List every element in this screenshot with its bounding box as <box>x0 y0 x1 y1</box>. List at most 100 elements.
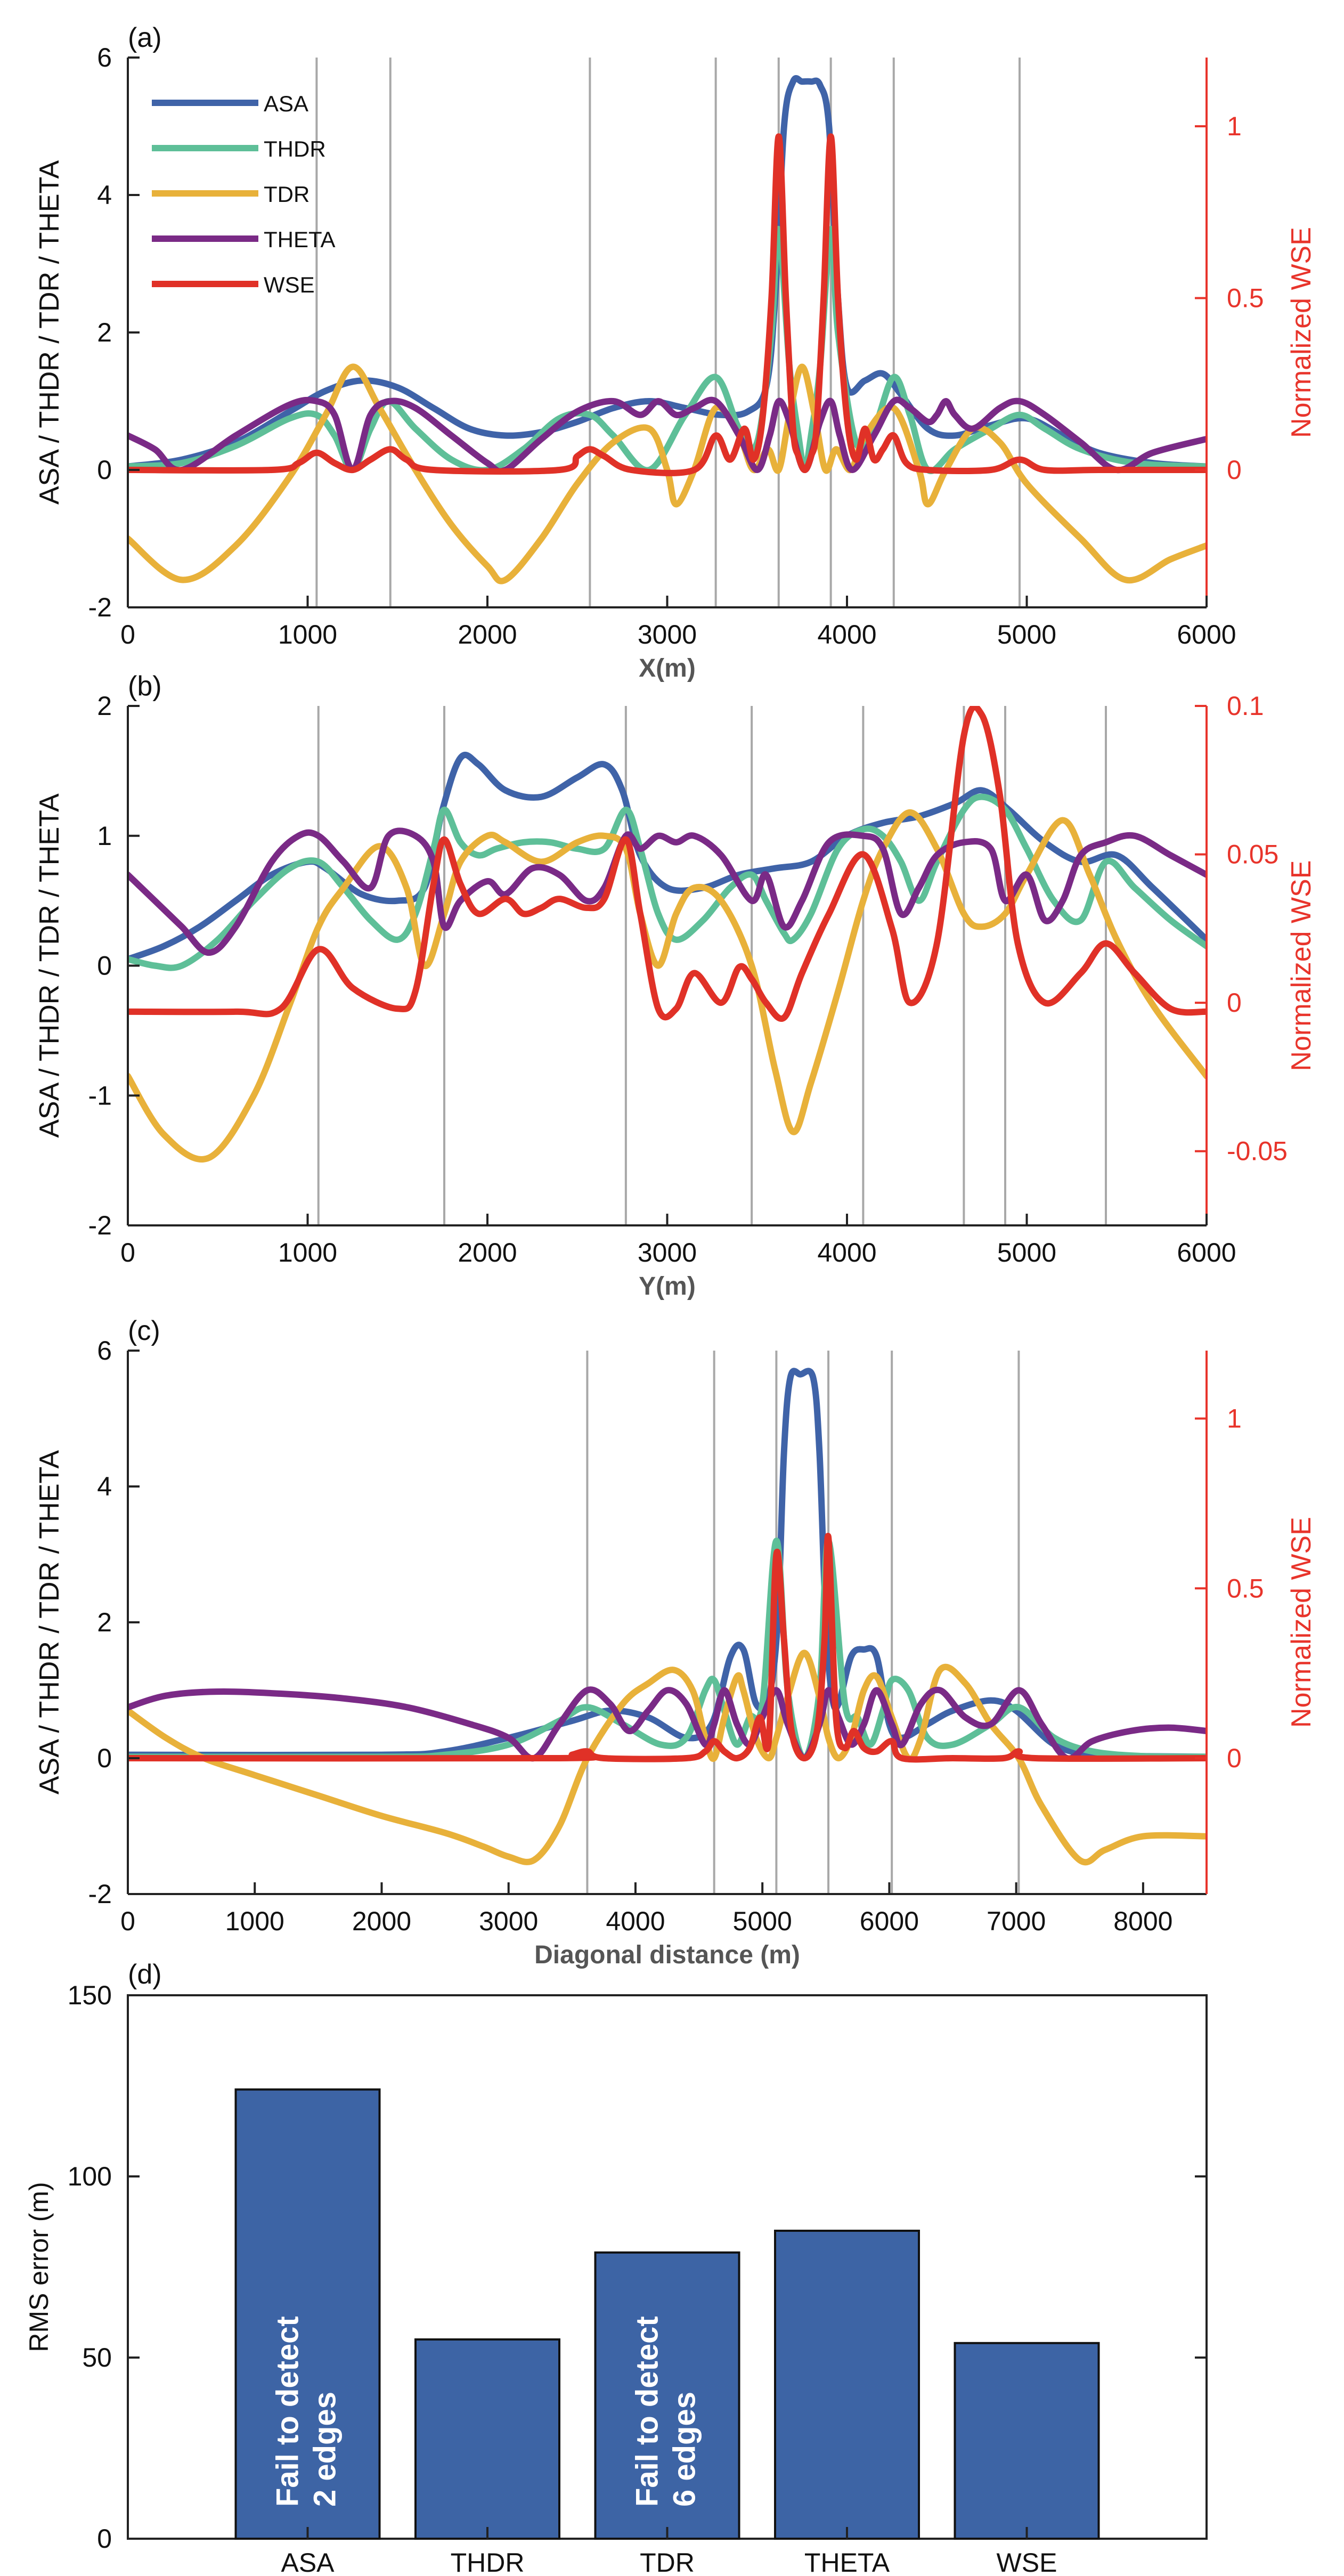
series-line-wse <box>128 706 1207 1022</box>
y-tick-label: 100 <box>68 2161 112 2191</box>
bar-annotation-line: Fail to detect <box>271 2316 305 2507</box>
y-right-tick-label: 0 <box>1227 988 1242 1018</box>
bar-wse <box>954 2342 1100 2540</box>
series-line-theta <box>128 827 1207 956</box>
series-line-tdr <box>128 809 1207 1163</box>
x-tick-label: 0 <box>120 1238 135 1267</box>
legend-label-asa: ASA <box>264 91 308 116</box>
x-tick-label: 1000 <box>225 1906 284 1936</box>
x-tick-label: 1000 <box>278 1238 337 1267</box>
bar-annotation-line: Fail to detect <box>630 2316 665 2507</box>
x-tick-label: 0 <box>120 620 135 649</box>
legend: ASA THDR TDR THETA WSE <box>152 91 336 297</box>
x-tick-label: 6000 <box>1177 1238 1236 1267</box>
bar-annotation: Fail to detect 2 edges <box>271 2316 343 2507</box>
bar-annotation: Fail to detect 6 edges <box>630 2316 702 2507</box>
y-right-tick-label: 1 <box>1227 1404 1242 1434</box>
series-line-theta <box>128 1686 1207 1762</box>
series-group <box>128 75 1207 584</box>
panel-b: 0 1000 2000 3000 4000 5000 6000 -2 -1 0 1 2 -0.05 0 0.… <box>34 671 1317 1301</box>
y-tick-label: 2 <box>97 691 112 721</box>
panel-label: (b) <box>128 671 162 702</box>
bar-annotation-line: 2 edges <box>308 2392 343 2507</box>
y-right-axis-label: Normalized WSE <box>1286 860 1317 1071</box>
legend-label-thdr: THDR <box>264 136 326 161</box>
x-tick-label: 2000 <box>458 1238 517 1267</box>
x-tick-label: 7000 <box>987 1906 1046 1936</box>
x-tick-label: 2000 <box>352 1906 411 1936</box>
legend-label-tdr: TDR <box>264 182 309 207</box>
x-tick-label: 4000 <box>606 1906 665 1936</box>
x-tick-label: THDR <box>451 2548 525 2576</box>
y-tick-label: -1 <box>88 1080 112 1110</box>
legend-label-wse: WSE <box>264 272 315 297</box>
x-tick-label: 0 <box>120 1906 135 1936</box>
y-right-axis-label: Normalized WSE <box>1286 1517 1317 1728</box>
x-tick-label: 3000 <box>638 1238 697 1267</box>
series-group <box>128 706 1207 1163</box>
y-tick-label: -2 <box>88 1879 112 1909</box>
y-tick-label: 150 <box>68 1980 112 2010</box>
panel-a: 0 1000 2000 3000 4000 5000 6000 -2 0 2 4 6 0 0.5 1 (a) X… <box>34 22 1317 682</box>
x-tick-label: 5000 <box>997 1238 1056 1267</box>
y-tick-label: 50 <box>82 2343 112 2372</box>
y-tick-label: -2 <box>88 1210 112 1240</box>
series-line-wse <box>128 1533 1207 1763</box>
x-tick-label: 4000 <box>817 1238 876 1267</box>
y-right-tick-label: 1 <box>1227 111 1242 141</box>
bar-thdr <box>414 2338 560 2540</box>
y-tick-label: 4 <box>97 180 112 210</box>
y-right-tick-label: 0 <box>1227 455 1242 485</box>
y-right-axis-label: Normalized WSE <box>1286 227 1317 438</box>
x-tick-label: WSE <box>997 2548 1057 2576</box>
panel-label: (d) <box>128 1959 162 1990</box>
panel-label: (c) <box>128 1315 160 1346</box>
y-axis-label: RMS error (m) <box>24 2182 54 2352</box>
x-axis-label: Y(m) <box>639 1272 696 1301</box>
x-tick-label: 6000 <box>1177 620 1236 649</box>
x-tick-label: 2000 <box>458 620 517 649</box>
x-tick-label: 3000 <box>479 1906 538 1936</box>
x-tick-label: TDR <box>640 2548 695 2576</box>
x-tick-label: 5000 <box>997 620 1056 649</box>
bar-annotation-line: 6 edges <box>667 2392 702 2507</box>
series-group <box>128 1368 1207 1866</box>
series-line-asa <box>128 1368 1207 1760</box>
x-tick-label: THETA <box>804 2548 890 2576</box>
y-tick-label: 6 <box>97 43 112 72</box>
y-tick-label: 0 <box>97 455 112 485</box>
y-tick-label: 4 <box>97 1472 112 1501</box>
y-tick-label: -2 <box>88 592 112 622</box>
bar-tdr <box>594 2251 740 2540</box>
y-right-tick-label: 0.5 <box>1227 1573 1264 1603</box>
y-tick-label: 6 <box>97 1336 112 1366</box>
x-tick-label: 1000 <box>278 620 337 649</box>
y-tick-label: 1 <box>97 821 112 851</box>
y-right-tick-label: 0.1 <box>1227 691 1264 721</box>
x-axis-label: Diagonal distance (m) <box>534 1941 800 1969</box>
y-tick-label: 2 <box>97 318 112 347</box>
y-axis-label: ASA / THDR / TDR / THETA <box>34 160 65 505</box>
y-axis-label: ASA / THDR / TDR / THETA <box>34 1450 65 1795</box>
y-right-tick-label: 0.05 <box>1227 840 1278 869</box>
panel-label: (a) <box>128 22 162 53</box>
series-line-thdr <box>128 226 1207 474</box>
x-tick-label: 5000 <box>733 1906 792 1936</box>
x-tick-label: 6000 <box>860 1906 919 1936</box>
series-line-theta <box>128 396 1207 475</box>
y-tick-label: 2 <box>97 1607 112 1637</box>
x-tick-label: 8000 <box>1113 1906 1172 1936</box>
y-axis-label: ASA / THDR / TDR / THETA <box>34 793 65 1138</box>
y-tick-label: 0 <box>97 1743 112 1773</box>
series-line-tdr <box>128 1649 1207 1866</box>
legend-label-theta: THETA <box>264 227 336 252</box>
panel-c: 0 1000 2000 3000 4000 5000 6000 7000 8000 -2 0 2 4 6 0… <box>34 1315 1317 1969</box>
y-tick-label: 0 <box>97 951 112 981</box>
y-right-tick-label: 0.5 <box>1227 283 1264 313</box>
x-tick-label: ASA <box>281 2548 335 2576</box>
x-axis-label: X(m) <box>639 654 696 682</box>
y-right-tick-label: -0.05 <box>1227 1136 1288 1166</box>
x-tick-label: 4000 <box>817 620 876 649</box>
